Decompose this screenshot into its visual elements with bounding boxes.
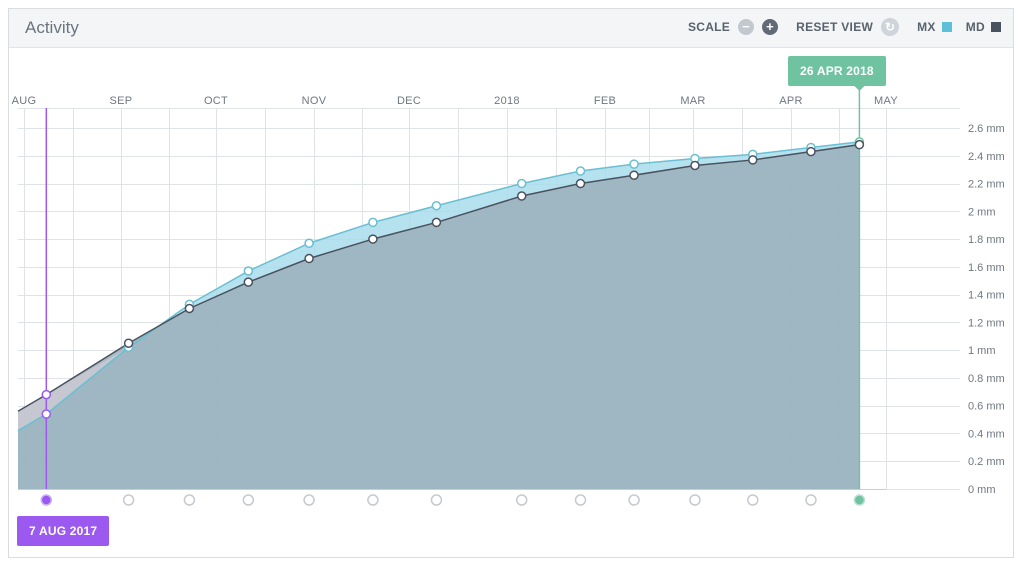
timeline-dot[interactable] — [40, 494, 53, 506]
x-tick-label: 2018 — [494, 95, 520, 107]
md-point — [806, 146, 816, 157]
timeline-dot[interactable] — [367, 494, 379, 506]
start-date-badge[interactable]: 7 AUG 2017 — [17, 516, 110, 546]
mx-point — [368, 217, 378, 228]
timeline-dot[interactable] — [689, 494, 701, 506]
md-point — [243, 277, 254, 287]
y-tick-label: 0.8 mm — [968, 373, 1005, 385]
mx-point — [629, 159, 639, 169]
md-point — [431, 217, 442, 228]
legend-label-md: MD — [965, 20, 985, 34]
y-tick-label: 1.6 mm — [968, 262, 1005, 274]
y-tick-label: 1.8 mm — [968, 234, 1005, 246]
panel-title: Activity — [25, 18, 79, 37]
chart-controls: SCALE − + RESET VIEW ↻ MX MD — [688, 18, 1001, 36]
timeline-dot[interactable] — [853, 494, 866, 506]
md-point — [123, 338, 134, 348]
y-tick-label: 2.2 mm — [968, 179, 1005, 191]
mx-point — [431, 201, 442, 211]
md-point — [516, 191, 527, 201]
y-tick-label: 2 mm — [968, 206, 996, 218]
y-tick-label: 0.4 mm — [968, 428, 1005, 440]
y-tick-label: 0 mm — [968, 484, 996, 496]
md-area — [18, 144, 860, 489]
end-date-badge[interactable]: 26 APR 2018 — [788, 56, 886, 86]
x-tick-label: OCT — [204, 95, 228, 107]
scale-plus-button[interactable]: + — [762, 19, 779, 35]
timeline-dot[interactable] — [574, 494, 587, 506]
y-tick-label: 1 mm — [968, 345, 996, 357]
reset-view-label[interactable]: RESET VIEW — [796, 20, 874, 34]
md-point — [575, 178, 586, 189]
y-tick-label: 1.2 mm — [968, 317, 1005, 329]
x-tick-label: AUG — [12, 95, 37, 107]
scale-minus-button[interactable]: − — [738, 19, 755, 35]
timeline-dot[interactable] — [303, 494, 315, 506]
mx-point — [575, 166, 586, 176]
md-point — [629, 170, 639, 180]
md-point — [41, 389, 52, 400]
md-point — [368, 234, 378, 244]
y-tick-label: 1.4 mm — [968, 290, 1005, 302]
timeline-dot[interactable] — [242, 494, 255, 506]
y-tick-label: 2.4 mm — [968, 151, 1005, 163]
timeline-dot[interactable] — [515, 494, 528, 506]
mx-point — [304, 238, 314, 248]
x-tick-label: MAR — [680, 95, 705, 107]
timeline-dot[interactable] — [183, 494, 196, 506]
y-tick-label: 0.6 mm — [968, 401, 1005, 413]
y-tick-label: 0.2 mm — [968, 456, 1005, 468]
timeline-dot[interactable] — [805, 494, 817, 506]
timeline-dot[interactable] — [628, 494, 640, 506]
end-badge-pointer — [854, 86, 865, 91]
x-tick-label: DEC — [397, 95, 421, 107]
md-point — [184, 303, 195, 314]
md-point — [854, 139, 865, 150]
mx-point — [41, 409, 52, 419]
md-point — [304, 253, 314, 264]
x-tick-label: NOV — [302, 95, 327, 107]
mx-point — [516, 178, 527, 189]
reset-view-icon[interactable]: ↻ — [881, 18, 900, 36]
x-tick-label: MAY — [874, 95, 898, 107]
x-tick-label: SEP — [110, 95, 133, 107]
scale-label: SCALE — [687, 20, 731, 34]
legend-swatch-md[interactable] — [991, 22, 1001, 32]
x-tick-label: APR — [779, 95, 803, 107]
y-tick-label: 2.6 mm — [968, 123, 1005, 135]
md-point — [748, 155, 758, 165]
panel-header: Activity SCALE − + RESET VIEW ↻ MX MD — [9, 9, 1013, 48]
timeline-dot[interactable] — [430, 494, 443, 506]
x-tick-label: FEB — [594, 95, 616, 107]
md-point — [690, 160, 700, 171]
timeline-dot[interactable] — [122, 494, 135, 506]
legend-swatch-mx[interactable] — [941, 22, 952, 32]
mx-point — [243, 266, 254, 276]
legend-label-mx: MX — [917, 20, 936, 34]
timeline-dot[interactable] — [747, 494, 759, 506]
